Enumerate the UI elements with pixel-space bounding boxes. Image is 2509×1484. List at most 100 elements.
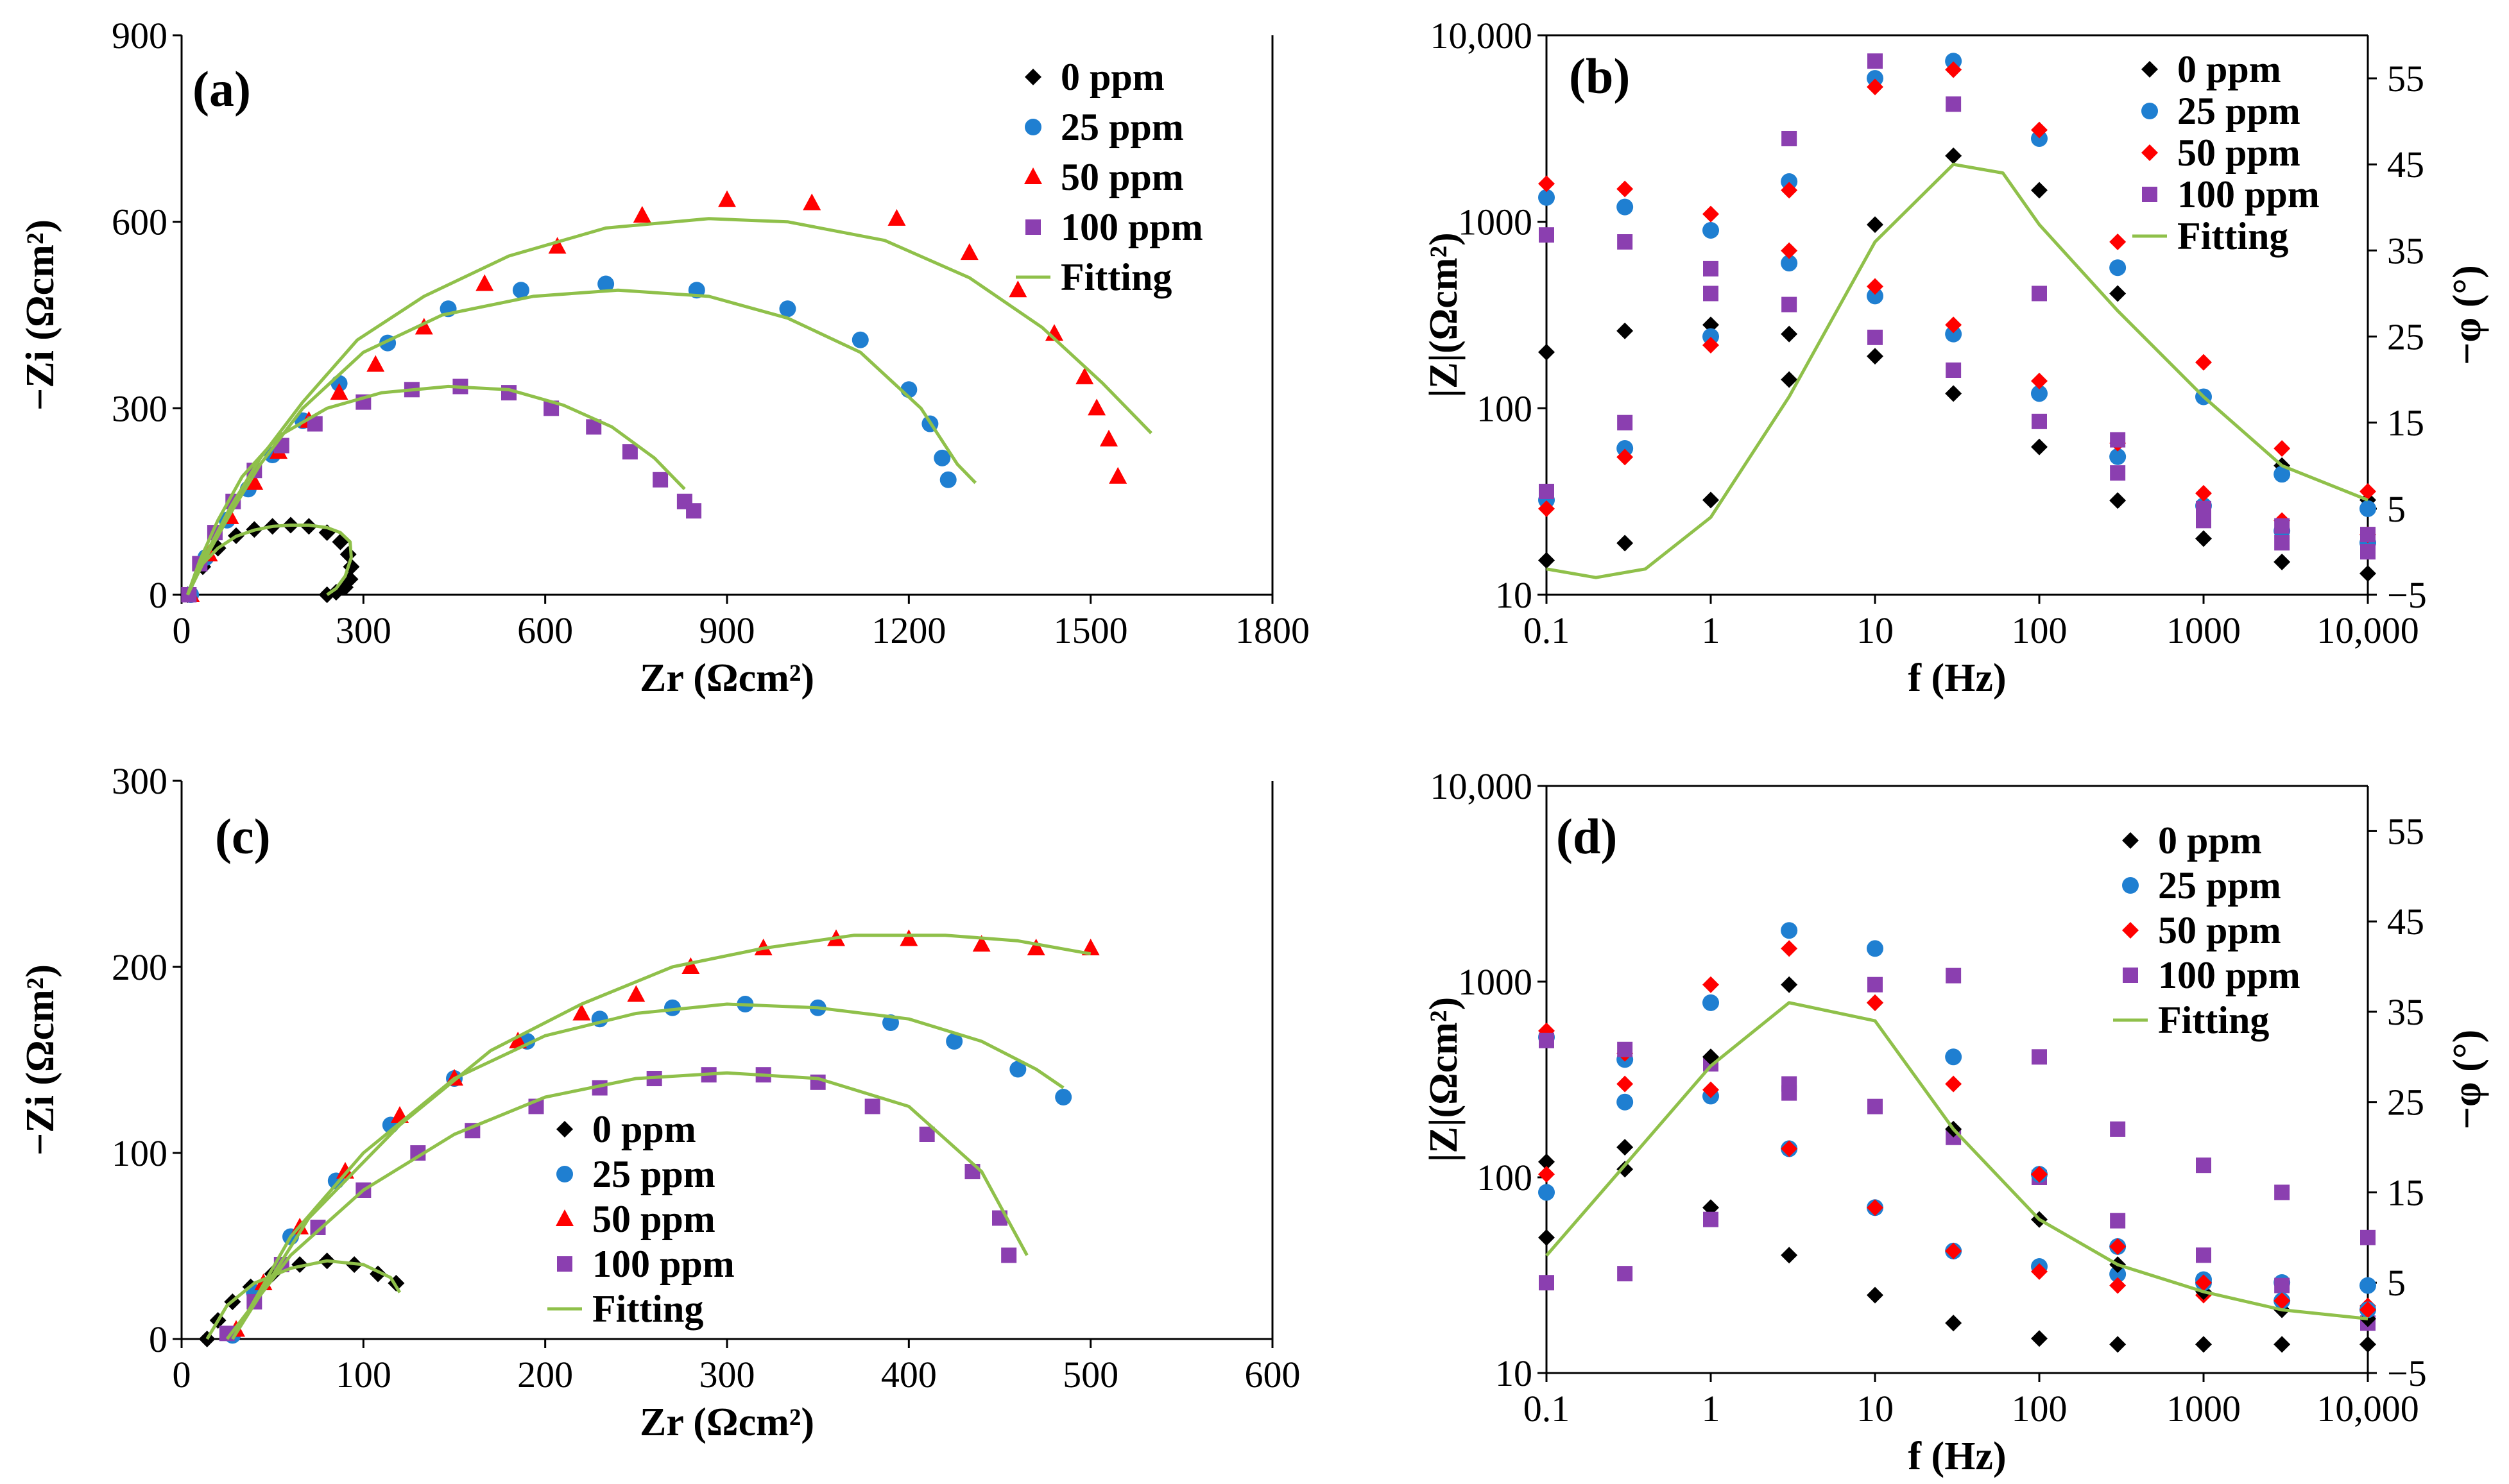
data-point	[1945, 316, 1962, 334]
data-point	[1781, 1085, 1797, 1101]
data-point	[1539, 484, 1554, 500]
data-point	[2274, 553, 2291, 570]
x-tick-label: 300	[699, 1354, 755, 1395]
x-tick-label: 100	[2012, 1388, 2068, 1429]
y2-tick-label: 45	[2387, 901, 2424, 942]
y2-tick-label: −5	[2387, 1352, 2427, 1394]
data-point	[1867, 1286, 1883, 1304]
legend-marker	[2142, 187, 2157, 202]
legend-label: 50 ppm	[1061, 156, 1184, 198]
data-point	[1616, 1161, 1634, 1178]
legend-marker	[556, 1209, 574, 1226]
y-tick-label: 200	[112, 946, 167, 988]
x-tick-label: 10	[1856, 1388, 1894, 1429]
panel-a: 0 300 600 900 1200 1500 1800 0 300 600 900 Zr (Ωcm²…	[19, 15, 1310, 700]
data-point	[1867, 53, 1883, 69]
y2-axis-label: −φ (°)	[2445, 265, 2489, 365]
panel-label: (c)	[215, 808, 271, 864]
data-point	[946, 1033, 963, 1050]
legend-label: 25 ppm	[1061, 106, 1184, 148]
data-point	[1702, 1081, 1719, 1098]
data-point	[1945, 385, 1962, 402]
x-tick-label: 1800	[1235, 610, 1310, 651]
x-tick-label: 400	[881, 1354, 937, 1395]
data-point	[1702, 205, 1719, 223]
fitting-curve	[225, 1071, 1029, 1340]
legend-marker	[1025, 219, 1041, 235]
x-tick-label: 10,000	[2316, 1388, 2419, 1429]
x-tick-label: 1	[1702, 610, 1720, 651]
data-point	[2031, 372, 2048, 389]
data-point	[2031, 130, 2048, 147]
data-point	[2274, 1184, 2290, 1200]
x-tick-label: 100	[2012, 610, 2068, 651]
data-point	[1781, 1247, 1798, 1264]
data-point	[972, 935, 991, 952]
data-point	[1027, 939, 1045, 955]
data-point	[2274, 518, 2290, 534]
data-point	[1945, 1242, 1962, 1259]
data-point	[627, 985, 646, 1002]
legend-marker	[2122, 922, 2139, 939]
legend-marker	[2123, 968, 2138, 983]
legend-label: 100 ppm	[592, 1243, 735, 1285]
data-point	[1946, 362, 1962, 379]
data-point	[1616, 180, 1634, 198]
data-point	[1616, 322, 1634, 339]
data-point	[1867, 1199, 1883, 1216]
data-point	[572, 1003, 591, 1021]
y2-tick-label: 5	[2387, 488, 2406, 530]
data-point	[509, 1032, 527, 1048]
data-point	[2195, 484, 2212, 502]
y-tick-label: 1000	[1458, 961, 1532, 1003]
x-tick-label: 1000	[2166, 1388, 2241, 1429]
x-tick-label: 0	[173, 610, 191, 651]
y2-tick-label: 15	[2387, 402, 2424, 444]
y2-tick-label: −5	[2387, 574, 2427, 616]
legend-label: Fitting	[1061, 256, 1172, 298]
legend-label: Fitting	[592, 1288, 703, 1330]
x-axis-label: f (Hz)	[1908, 656, 2006, 700]
y2-tick-label: 25	[2387, 316, 2424, 358]
y2-tick-label: 55	[2387, 58, 2424, 99]
legend-marker	[1025, 119, 1041, 135]
data-point	[2359, 1336, 2376, 1353]
data-point	[366, 355, 385, 372]
data-point	[2109, 1265, 2127, 1283]
data-point	[2196, 1157, 2211, 1173]
data-point	[1867, 994, 1883, 1011]
legend-label: 0 ppm	[592, 1108, 696, 1150]
data-point	[1702, 221, 1719, 239]
data-point	[245, 473, 264, 490]
fitting-curve	[186, 524, 353, 597]
data-point	[1945, 61, 1962, 78]
data-point	[1946, 968, 1962, 984]
x-tick-label: 0.1	[1523, 610, 1570, 651]
data-point	[1539, 227, 1554, 243]
data-point	[318, 586, 336, 603]
data-point	[2359, 1301, 2376, 1318]
data-point	[2274, 466, 2291, 483]
y-axis-label: −Zi (Ωcm²)	[19, 219, 62, 411]
data-point	[2109, 448, 2127, 465]
data-point	[1009, 1061, 1027, 1078]
y-tick-label: 600	[112, 201, 167, 243]
data-point	[1945, 53, 1962, 70]
data-point	[2031, 438, 2048, 456]
data-point	[1616, 1075, 1634, 1093]
data-point	[1781, 976, 1798, 993]
data-point	[2109, 233, 2127, 250]
data-point	[1945, 1075, 1962, 1093]
data-point	[2359, 500, 2376, 517]
data-point	[2031, 182, 2048, 199]
data-point	[1001, 1247, 1017, 1263]
y-tick-label: 100	[1477, 388, 1532, 429]
data-point	[2109, 492, 2127, 509]
legend-label: 100 ppm	[2177, 173, 2320, 216]
data-point	[1781, 173, 1798, 191]
data-point	[934, 449, 951, 466]
data-point	[2195, 1274, 2212, 1292]
data-point	[1617, 1041, 1633, 1057]
x-tick-label: 100	[336, 1354, 391, 1395]
data-point	[2359, 565, 2376, 582]
